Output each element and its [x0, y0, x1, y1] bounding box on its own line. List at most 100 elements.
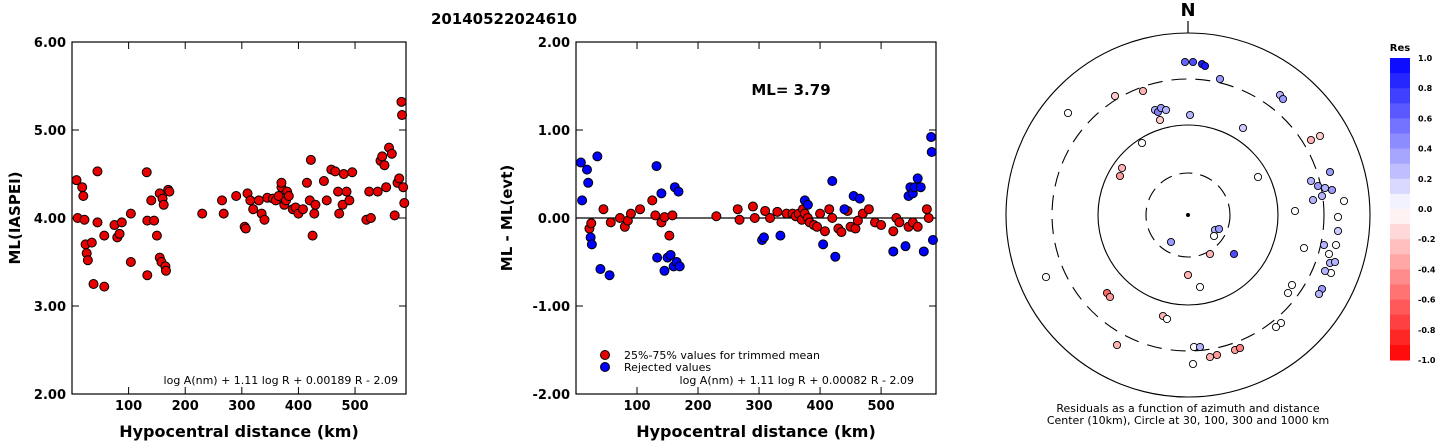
data-point	[674, 261, 685, 272]
y-ticks: 2.00 3.00 4.00 5.00 6.00	[34, 36, 406, 403]
data-point	[78, 191, 89, 201]
colorbar-tick-label: 1.0	[1418, 54, 1433, 63]
data-point	[818, 239, 829, 250]
data-point	[852, 215, 863, 226]
station-marker	[1271, 322, 1281, 332]
data-point	[732, 204, 743, 215]
data-point	[673, 186, 684, 197]
data-point	[330, 166, 341, 177]
colorbar: Res 1.0 0.8 0.6 0.4 0.2 0.0 -0.2 -0.4 -0.6 -0.8 -1…	[1390, 43, 1436, 365]
data-point	[218, 208, 229, 219]
data-point	[386, 148, 397, 159]
data-point	[347, 167, 358, 178]
station-marker	[1306, 135, 1316, 145]
colorbar-swatch	[1390, 133, 1410, 150]
x-tick-label: 200	[172, 399, 199, 414]
data-point	[99, 281, 110, 292]
caption-line-2: Center (10km), Circle at 30, 100, 300 an…	[1047, 414, 1329, 427]
data-point	[667, 210, 678, 221]
data-point	[276, 177, 287, 188]
colorbar-swatch	[1390, 269, 1410, 285]
data-point	[652, 252, 663, 263]
data-point	[99, 230, 110, 241]
formula: log A(nm) + 1.11 log R + 0.00082 R - 2.0…	[680, 374, 914, 387]
data-point	[79, 214, 90, 225]
data-point	[711, 211, 722, 222]
panel-ml-iaspei: 2.00 3.00 4.00 5.00 6.00 100 200 300 400 500 ML(…	[6, 36, 410, 441]
data-point	[839, 204, 850, 215]
legend: 25%-75% values for trimmed mean Rejected…	[600, 349, 820, 374]
panel-ml-residual: -2.00 -1.00 0.00 1.00 2.00 100 200 300 400 500 M…	[498, 36, 938, 441]
data-point	[364, 186, 375, 197]
data-point	[240, 223, 251, 234]
station-marker	[1327, 185, 1337, 195]
x-tick-label: 500	[868, 399, 895, 414]
data-point	[605, 217, 616, 228]
station-marker	[1185, 110, 1195, 120]
station-marker	[1299, 243, 1309, 253]
data-point	[86, 237, 97, 248]
data-point	[297, 204, 308, 215]
data-point	[149, 215, 160, 226]
data-point	[583, 177, 594, 188]
data-point	[92, 217, 103, 228]
colorbar-swatch	[1390, 73, 1410, 89]
data-point	[116, 217, 127, 228]
station-marker	[1278, 94, 1288, 104]
data-point	[377, 151, 388, 162]
y-tick-label: 2.00	[34, 388, 66, 403]
x-tick-label: 400	[285, 399, 312, 414]
data-point	[772, 206, 783, 217]
data-point	[747, 201, 758, 212]
x-tick-label: 200	[684, 399, 711, 414]
y-axis-label: ML - ML(evt)	[498, 165, 516, 271]
data-point	[398, 182, 409, 193]
station-marker	[1162, 314, 1172, 324]
ring-100km	[1097, 124, 1279, 306]
station-marker	[1287, 280, 1297, 290]
data-point	[283, 191, 294, 201]
data-point	[647, 195, 658, 206]
colorbar-swatch	[1390, 103, 1410, 119]
data-point	[77, 182, 88, 193]
data-point	[651, 161, 662, 172]
data-point	[248, 204, 259, 215]
data-point	[389, 210, 400, 221]
legend-label-rejected: Rejected values	[624, 361, 711, 374]
data-point	[71, 175, 82, 186]
data-point	[827, 213, 838, 223]
station-marker	[1195, 342, 1205, 352]
station-marker	[1315, 131, 1325, 141]
data-point	[379, 160, 390, 171]
colorbar-tick-label: -0.6	[1418, 296, 1436, 305]
data-point	[310, 199, 321, 210]
station-marker	[1115, 171, 1125, 181]
colorbar-swatch	[1390, 224, 1410, 240]
data-point	[854, 193, 865, 204]
y-tick-label: 6.00	[34, 36, 66, 51]
colorbar-swatch	[1390, 344, 1410, 361]
data-point	[397, 110, 408, 121]
colorbar-tick-label: 0.0	[1418, 205, 1433, 214]
colorbar-tick-label: -0.2	[1418, 235, 1436, 244]
x-axis-label: Hypocentral distance (km)	[636, 422, 876, 441]
station-marker	[1325, 167, 1335, 177]
data-point	[333, 186, 344, 197]
station-marker	[1238, 123, 1248, 133]
data-point	[381, 182, 392, 193]
data-points	[71, 96, 410, 292]
data-point	[926, 132, 937, 143]
y-tick-label: 0.00	[538, 212, 570, 227]
data-point	[253, 195, 264, 206]
data-point	[341, 186, 352, 197]
x-ticks: 100 200 300 400 500	[623, 42, 895, 414]
data-point	[635, 204, 646, 215]
station-marker	[1188, 57, 1198, 67]
data-point	[824, 204, 835, 215]
data-point	[307, 230, 318, 241]
x-tick-label: 300	[745, 399, 772, 414]
station-marker	[1319, 240, 1329, 250]
data-point	[625, 208, 636, 219]
data-point	[595, 264, 606, 275]
